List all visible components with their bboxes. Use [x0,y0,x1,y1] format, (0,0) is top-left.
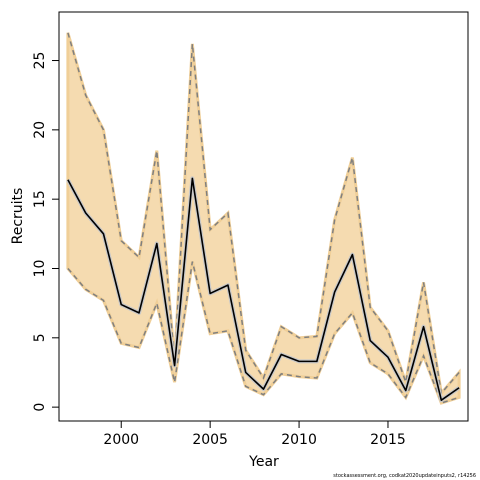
y-tick-label: 0 [32,403,48,412]
x-axis-title: Year [248,454,279,470]
x-axis: 2000 2005 2010 2015 [103,420,406,448]
y-tick-label: 15 [32,190,48,208]
y-tick-label: 20 [32,121,48,139]
y-axis: 0 5 10 15 20 25 [32,52,60,412]
y-tick-label: 5 [32,333,48,342]
series-lines-layer [66,32,461,404]
y-axis-title: Recruits [10,188,26,245]
x-tick-label: 2015 [370,432,406,448]
y-tick-label: 10 [32,260,48,278]
x-tick-label: 2010 [281,432,317,448]
estimate-line [67,177,460,402]
lower-bound-line [67,261,460,404]
x-tick-label: 2000 [103,432,139,448]
y-tick-label: 25 [32,52,48,70]
x-tick-label: 2005 [192,432,228,448]
upper-bound-line [67,32,460,395]
source-note: stockassessment.org, codkat2020updateinp… [333,473,476,479]
